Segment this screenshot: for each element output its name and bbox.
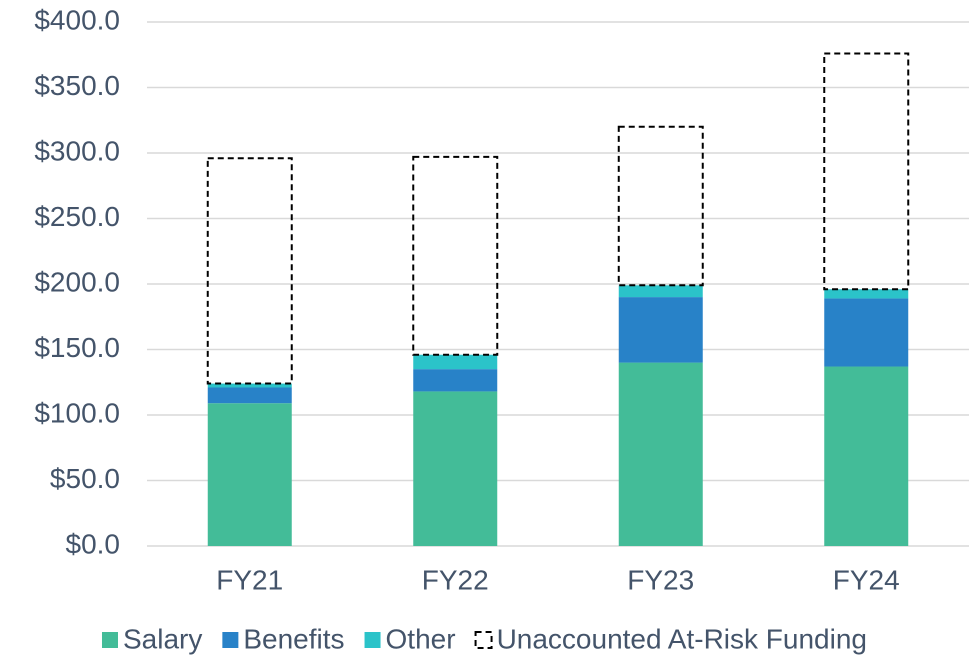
y-tick-label: $350.0: [34, 70, 120, 101]
legend-marker: [364, 632, 381, 648]
bar-segment: [207, 387, 292, 404]
legend-marker: [101, 632, 118, 648]
x-tick-label: FY24: [833, 564, 900, 595]
legend-label: Salary: [123, 623, 202, 654]
y-tick-label: $250.0: [34, 201, 120, 232]
bar-segment: [824, 298, 909, 367]
bar-segment: [618, 297, 703, 363]
bar-segment: [617, 125, 704, 287]
y-tick-label: $150.0: [34, 332, 120, 363]
bar-segment: [207, 403, 292, 546]
y-tick-label: $0.0: [66, 528, 121, 559]
y-tick-label: $300.0: [34, 135, 120, 166]
y-tick-label: $100.0: [34, 397, 120, 428]
bar-segment: [413, 354, 498, 370]
y-tick-label: $50.0: [50, 463, 120, 494]
bar-segment: [206, 157, 293, 385]
x-tick-label: FY22: [422, 564, 489, 595]
bar-segment: [823, 52, 910, 291]
y-tick-label: $400.0: [34, 4, 120, 35]
x-tick-label: FY21: [216, 564, 283, 595]
bar-segment: [618, 362, 703, 546]
legend-marker: [474, 631, 493, 649]
x-tick-label: FY23: [627, 564, 694, 595]
legend-label: Benefits: [243, 623, 344, 654]
legend-label: Other: [386, 623, 456, 654]
bar-segment: [618, 285, 703, 298]
y-tick-label: $200.0: [34, 266, 120, 297]
legend-marker: [222, 632, 239, 648]
bar-segment: [412, 155, 499, 356]
bar-segment: [824, 289, 909, 299]
legend-label: Unaccounted At-Risk Funding: [497, 623, 867, 654]
bar-segment: [413, 369, 498, 392]
bar-segment: [207, 383, 292, 388]
bar-segment: [824, 366, 909, 546]
bar-segment: [413, 391, 498, 546]
